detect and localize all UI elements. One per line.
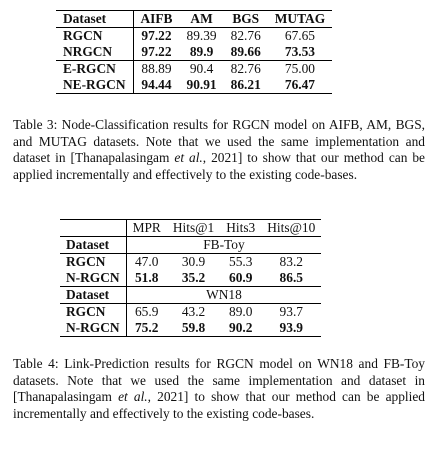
table-row: E-RGCN 88.89 90.4 82.76 75.00: [56, 60, 333, 77]
header-bgs: BGS: [223, 10, 268, 28]
cell: 86.5: [279, 270, 303, 285]
table-row: RGCN 97.22 89.39 82.76 67.65: [56, 27, 333, 44]
cell: 86.21: [223, 77, 268, 94]
table-row: N-RGCN 51.8 35.2 60.9 86.5: [60, 270, 321, 287]
dataset-label: Dataset: [60, 286, 127, 304]
row-label: RGCN: [60, 303, 127, 320]
cell: 76.47: [267, 77, 333, 94]
row-label: NE-RGCN: [56, 77, 134, 94]
row-label: RGCN: [60, 253, 127, 270]
cell: 88.89: [133, 60, 180, 77]
cell: 75.2: [126, 320, 167, 337]
table-row: NRGCN 97.22 89.9 89.66 73.53: [56, 44, 332, 61]
cell: 65.9: [126, 303, 167, 320]
cell: 89.0: [220, 303, 262, 320]
cell: 67.65: [267, 27, 333, 44]
row-label: E-RGCN: [56, 60, 134, 77]
cell: 35.2: [181, 270, 206, 285]
table3-caption: Table 3: Node-Classification results for…: [13, 117, 426, 183]
cell: 51.8: [134, 270, 159, 285]
table4-caption: Table 4: Link-Prediction results for RGC…: [13, 356, 425, 422]
dataset-label: Dataset: [60, 236, 127, 254]
cell: 97.22: [141, 44, 172, 59]
cell: 59.8: [166, 320, 221, 337]
group-name-wn18: WN18: [126, 286, 322, 304]
header-dataset: Dataset: [56, 10, 134, 28]
header-aifb: AIFB: [133, 10, 180, 28]
cell: 83.2: [261, 253, 322, 270]
cell: 82.76: [223, 60, 268, 77]
group-name-fb-toy: FB-Toy: [126, 236, 322, 254]
table-row: NE-RGCN 94.44 90.91 86.21 76.47: [56, 77, 333, 94]
table-row: N-RGCN 75.2 59.8 90.2 93.9: [60, 320, 322, 337]
cell: 94.44: [133, 77, 180, 94]
cell: 89.39: [179, 27, 224, 44]
cell: 90.91: [179, 77, 224, 94]
cell: 75.00: [267, 60, 333, 77]
cell: 43.2: [166, 303, 221, 320]
header-am: AM: [179, 10, 224, 28]
header-hits10: Hits@10: [261, 219, 322, 237]
header-mpr: MPR: [126, 219, 167, 237]
row-label: N-RGCN: [60, 270, 127, 287]
header-mutag: MUTAG: [267, 10, 333, 28]
cell: 90.4: [179, 60, 224, 77]
cell: 82.76: [223, 27, 268, 44]
cell: 90.2: [220, 320, 262, 337]
cell: 60.9: [229, 270, 253, 285]
row-label: N-RGCN: [60, 320, 127, 337]
cell: 47.0: [126, 253, 167, 270]
cell: 93.7: [261, 303, 322, 320]
cell: 97.22: [133, 27, 180, 44]
header-hits1: Hits@1: [166, 219, 221, 237]
cell: 73.53: [284, 44, 316, 59]
node-classification-table: Dataset AIFB AM BGS MUTAG RGCN 97.22 89.…: [56, 10, 333, 94]
table-row: RGCN 65.9 43.2 89.0 93.7: [60, 303, 322, 320]
row-label: RGCN: [56, 27, 134, 44]
row-label: NRGCN: [56, 44, 134, 61]
cell: 89.66: [230, 44, 261, 59]
cell: 30.9: [166, 253, 221, 270]
table-row: RGCN 47.0 30.9 55.3 83.2: [60, 253, 322, 270]
cell: 89.9: [189, 44, 214, 59]
cell: 93.9: [261, 320, 322, 337]
link-prediction-table: MPR Hits@1 Hits3 Hits@10 Dataset FB-Toy …: [60, 219, 322, 337]
header-hits3: Hits3: [220, 219, 262, 237]
cell: 55.3: [220, 253, 262, 270]
